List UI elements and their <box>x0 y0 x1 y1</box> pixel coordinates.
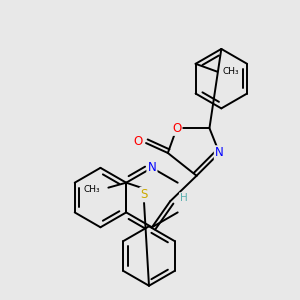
Text: CH₃: CH₃ <box>84 185 100 194</box>
Text: CH₃: CH₃ <box>222 67 239 76</box>
Text: O: O <box>134 135 143 148</box>
Text: N: N <box>148 161 156 174</box>
Text: N: N <box>215 146 224 160</box>
Text: O: O <box>172 122 182 135</box>
Text: H: H <box>180 193 188 203</box>
Text: S: S <box>140 188 148 201</box>
